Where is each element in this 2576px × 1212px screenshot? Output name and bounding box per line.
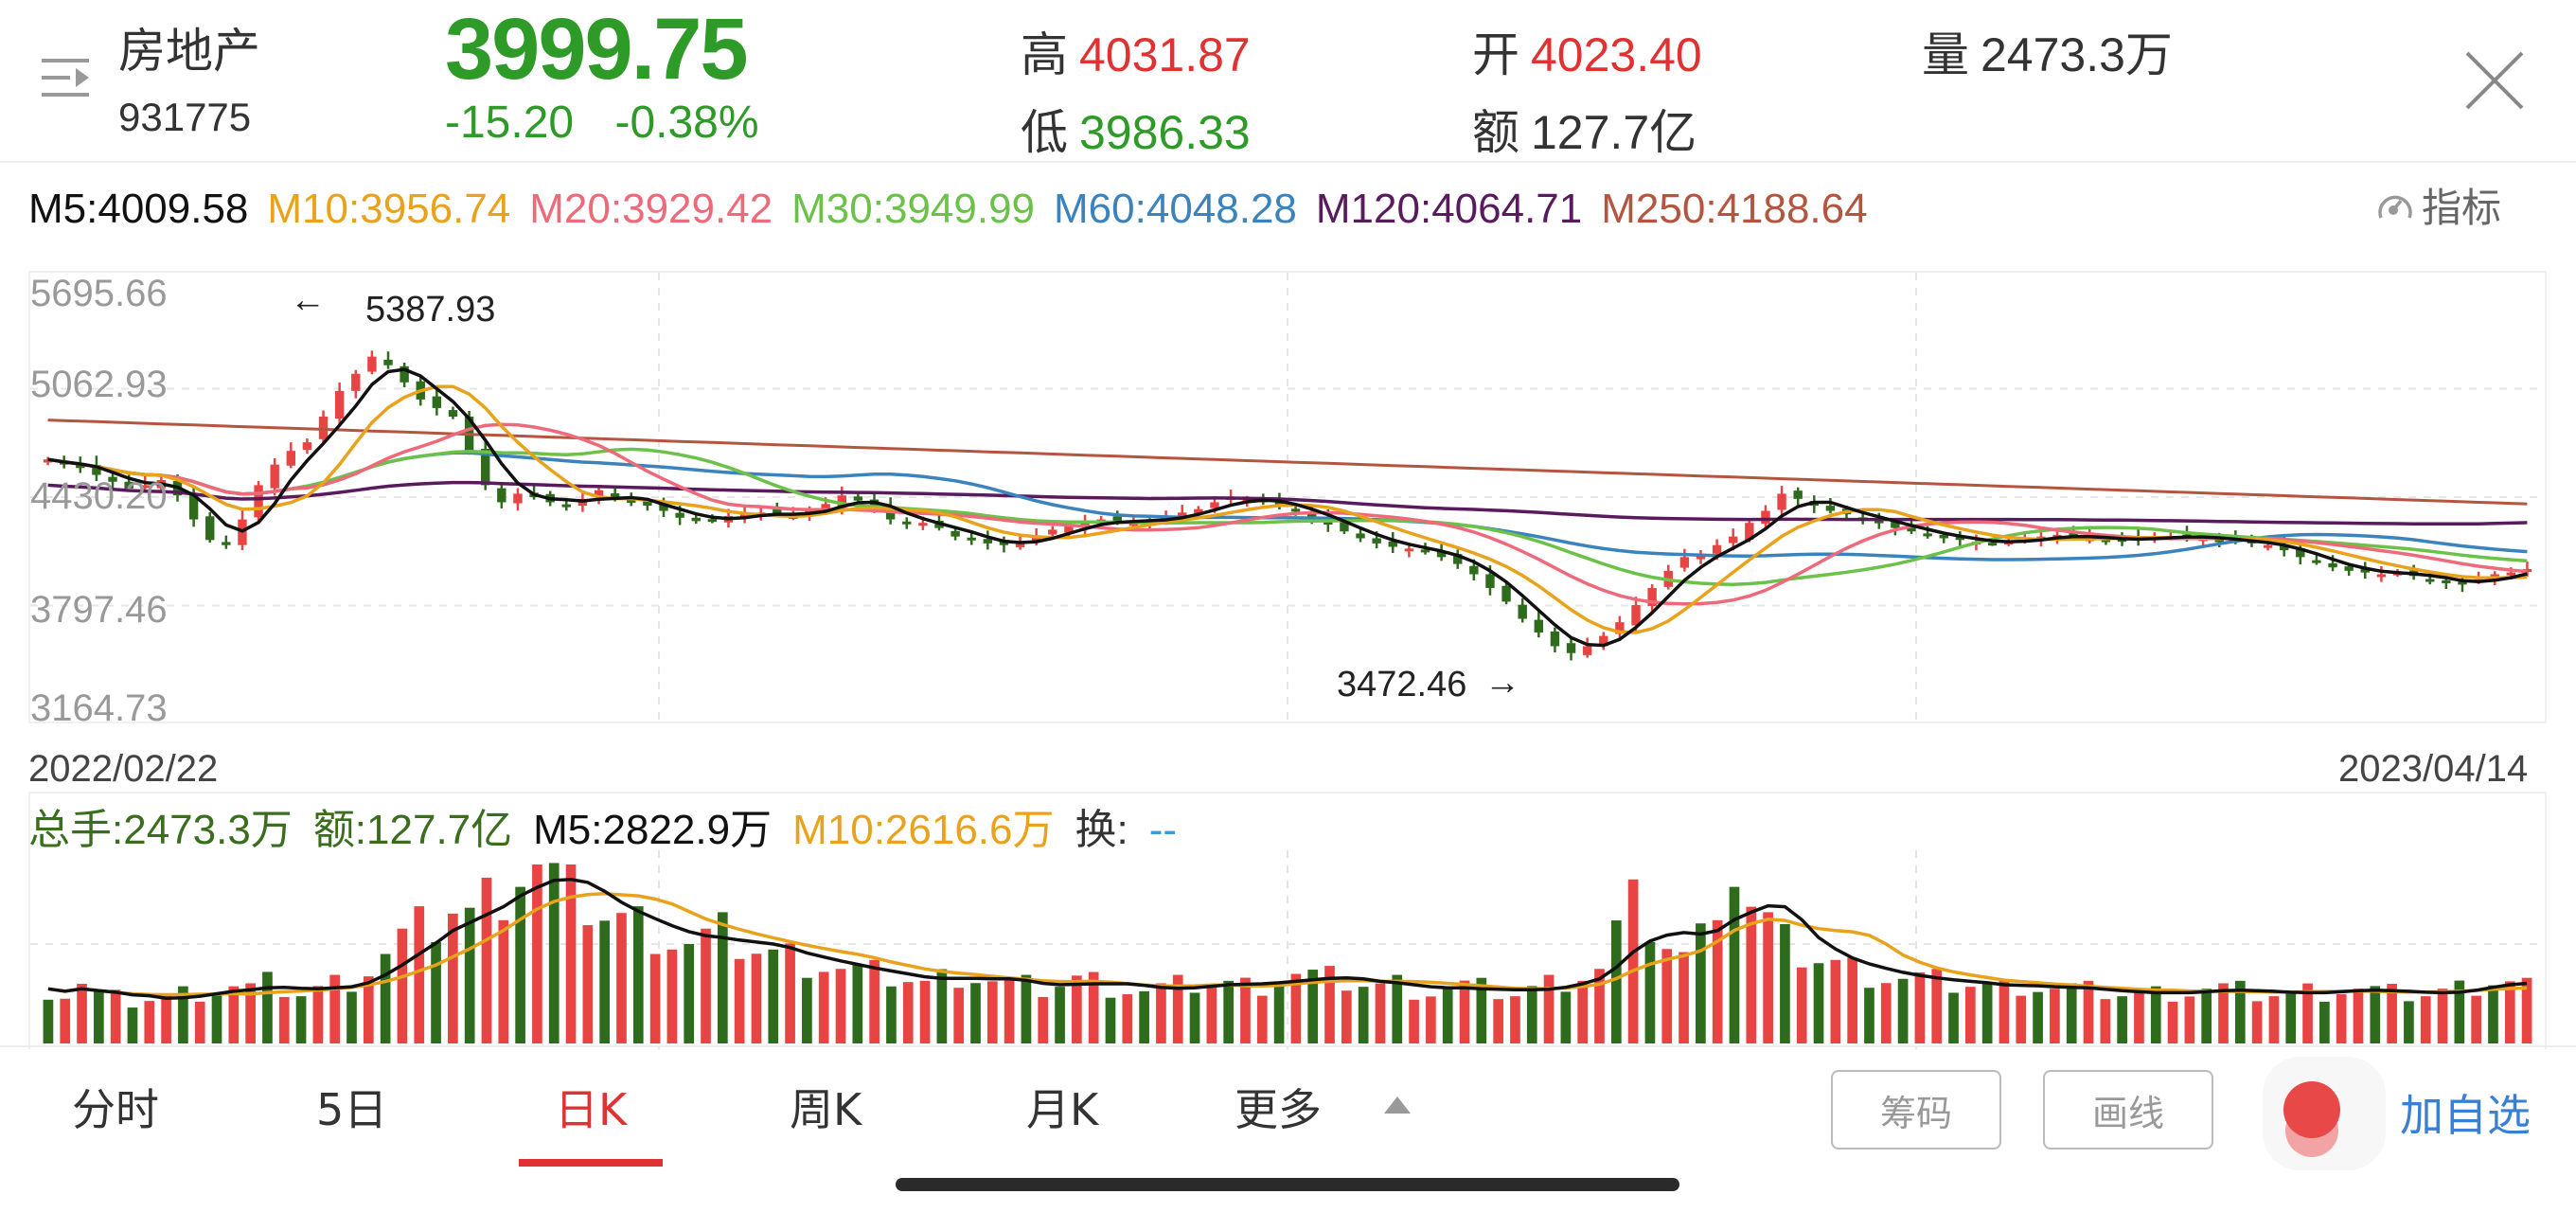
current-price: 3999.75: [445, 1, 749, 98]
amount-value: 127.7亿: [1531, 106, 1697, 159]
volume-stat: 量 2473.3万: [1922, 17, 2173, 85]
volume-plot: [30, 850, 2545, 1049]
max-annotation: 5387.93: [365, 290, 496, 330]
y-tick-4: 3164.73: [30, 687, 168, 729]
ma120-label: M120:4064.71: [1315, 186, 1583, 232]
end-date: 2023/04/14: [2338, 748, 2529, 790]
y-tick-1: 5062.93: [30, 364, 168, 405]
change-percent: -0.38%: [614, 98, 759, 148]
tab-more[interactable]: 更多: [1235, 1084, 1322, 1135]
ma-legend: M5:4009.58 M10:3956.74 M20:3929.42 M30:3949…: [28, 186, 1887, 233]
volume-m10: M10:2616.6万: [792, 807, 1055, 853]
ma250-label: M250:4188.64: [1601, 186, 1868, 232]
start-date: 2022/02/22: [28, 748, 219, 790]
chips-button[interactable]: 筹码: [1831, 1070, 2001, 1150]
period-toolbar: 分时 5日 日K 周K 月K 更多 筹码 画线 加自选: [0, 1045, 2576, 1212]
ma60-label: M60:4048.28: [1054, 186, 1297, 232]
y-tick-2: 4430.20: [30, 475, 168, 517]
tab-monthly-k[interactable]: 月K: [1026, 1084, 1099, 1135]
volume-amount: 额:127.7亿: [312, 807, 513, 853]
indicator-label: 指标: [2422, 185, 2502, 231]
y-tick-3: 3797.46: [30, 589, 168, 631]
ma20-label: M20:3929.42: [529, 186, 773, 232]
amount-stat: 额 127.7亿: [1472, 95, 1697, 163]
gauge-icon: [2378, 195, 2412, 219]
close-icon[interactable]: [2461, 47, 2528, 114]
kline-plot: [30, 273, 2545, 722]
min-annotation: 3472.46: [1337, 665, 1467, 704]
tab-intraday[interactable]: 分时: [72, 1084, 159, 1135]
index-code: 931775: [118, 95, 252, 139]
amount-label: 额: [1472, 106, 1519, 159]
home-indicator: [896, 1178, 1679, 1191]
turnover-value: --: [1148, 807, 1178, 853]
volume-legend: 总手:2473.3万 额:127.7亿 M5:2822.9万 M10:2616.6万换…: [28, 795, 1218, 856]
price-change: -15.20 -0.38%: [445, 97, 788, 149]
volume-label: 量: [1922, 28, 1969, 81]
quote-header: 房地产 931775 3999.75 -15.20 -0.38% 高 4031.8…: [0, 0, 2576, 163]
volume-chart[interactable]: [28, 792, 2547, 1049]
open-value: 4023.40: [1531, 28, 1702, 81]
caret-up-icon[interactable]: [1384, 1096, 1411, 1114]
turnover-label: 换: --: [1075, 807, 1178, 853]
y-tick-0: 5695.66: [30, 273, 168, 314]
min-arrow-icon: →: [1484, 663, 1520, 703]
high-label: 高: [1021, 28, 1068, 81]
total-volume: 总手:2473.3万: [28, 807, 293, 853]
low-stat: 低 3986.33: [1021, 95, 1251, 163]
kline-chart[interactable]: [28, 271, 2547, 723]
ma5-label: M5:4009.58: [28, 186, 249, 232]
index-name: 房地产: [118, 24, 260, 79]
volume-m5: M5:2822.9万: [533, 807, 773, 853]
max-arrow-icon: ←: [290, 280, 326, 320]
low-value: 3986.33: [1079, 106, 1251, 159]
open-label: 开: [1472, 28, 1519, 81]
tab-daily-k[interactable]: 日K: [555, 1084, 628, 1135]
volume-value: 2473.3万: [1981, 28, 2173, 81]
add-favorite-button[interactable]: 加自选: [2400, 1090, 2531, 1141]
change-value: -15.20: [445, 98, 575, 148]
tab-5day[interactable]: 5日: [316, 1084, 388, 1135]
high-value: 4031.87: [1079, 28, 1251, 81]
record-icon[interactable]: [2263, 1057, 2386, 1170]
open-stat: 开 4023.40: [1472, 17, 1702, 85]
menu-expand-icon[interactable]: [40, 57, 93, 98]
ma10-label: M10:3956.74: [267, 186, 511, 232]
tab-weekly-k[interactable]: 周K: [790, 1084, 862, 1135]
high-stat: 高 4031.87: [1021, 17, 1251, 85]
active-tab-indicator: [519, 1159, 663, 1167]
ma30-label: M30:3949.99: [791, 186, 1036, 232]
low-label: 低: [1021, 106, 1068, 159]
draw-line-button[interactable]: 画线: [2043, 1070, 2213, 1150]
indicator-button[interactable]: 指标: [2376, 176, 2501, 234]
